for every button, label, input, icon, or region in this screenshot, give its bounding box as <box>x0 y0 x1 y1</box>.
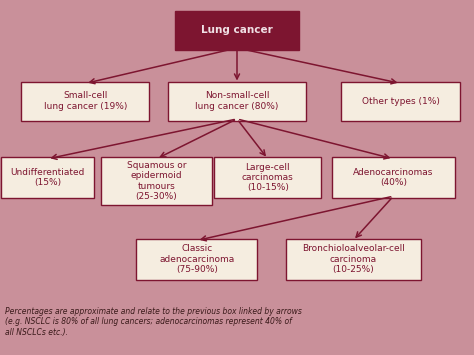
Text: Other types (1%): Other types (1%) <box>362 97 439 106</box>
FancyBboxPatch shape <box>100 157 212 205</box>
FancyBboxPatch shape <box>168 82 306 121</box>
Text: Bronchioloalveolar-cell
carcinoma
(10-25%): Bronchioloalveolar-cell carcinoma (10-25… <box>301 244 405 274</box>
Text: Large-cell
carcinomas
(10-15%): Large-cell carcinomas (10-15%) <box>242 163 294 192</box>
Text: Lung cancer: Lung cancer <box>201 25 273 35</box>
FancyBboxPatch shape <box>1 157 94 198</box>
FancyBboxPatch shape <box>285 239 420 280</box>
Text: Percentages are approximate and relate to the previous box linked by arrows
(e.g: Percentages are approximate and relate t… <box>5 307 301 337</box>
FancyBboxPatch shape <box>332 157 455 198</box>
FancyBboxPatch shape <box>341 82 460 121</box>
FancyBboxPatch shape <box>21 82 149 121</box>
Text: Small-cell
lung cancer (19%): Small-cell lung cancer (19%) <box>44 92 127 111</box>
FancyBboxPatch shape <box>175 11 299 50</box>
Text: Undifferentiated
(15%): Undifferentiated (15%) <box>10 168 84 187</box>
FancyBboxPatch shape <box>214 157 321 198</box>
Text: Adenocarcinomas
(40%): Adenocarcinomas (40%) <box>353 168 434 187</box>
FancyBboxPatch shape <box>136 239 257 280</box>
Text: Squamous or
epidermoid
tumours
(25-30%): Squamous or epidermoid tumours (25-30%) <box>127 161 186 201</box>
Text: Classic
adenocarcinoma
(75-90%): Classic adenocarcinoma (75-90%) <box>159 244 234 274</box>
Text: Non-small-cell
lung cancer (80%): Non-small-cell lung cancer (80%) <box>195 92 279 111</box>
